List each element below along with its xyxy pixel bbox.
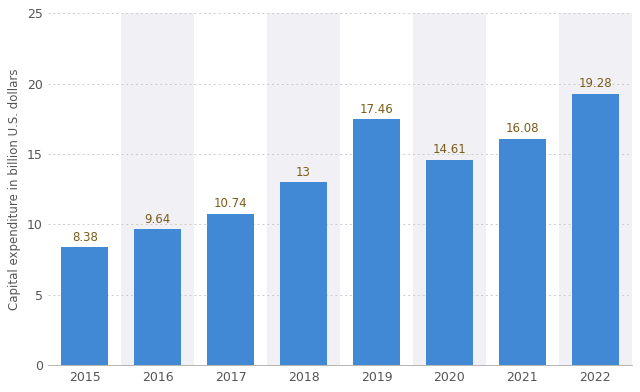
Bar bbox=[121, 13, 194, 365]
Bar bbox=[572, 94, 619, 365]
Bar bbox=[413, 13, 486, 365]
Bar bbox=[353, 120, 400, 365]
Bar bbox=[280, 182, 327, 365]
Bar bbox=[61, 247, 108, 365]
Text: 10.74: 10.74 bbox=[214, 198, 248, 211]
Bar bbox=[207, 214, 254, 365]
Text: 8.38: 8.38 bbox=[72, 230, 98, 244]
Bar bbox=[559, 13, 632, 365]
Bar bbox=[426, 160, 473, 365]
Text: 14.61: 14.61 bbox=[433, 143, 467, 156]
Bar bbox=[48, 13, 121, 365]
Bar bbox=[267, 13, 340, 365]
Text: 13: 13 bbox=[296, 166, 311, 179]
Bar bbox=[499, 139, 546, 365]
Y-axis label: Capital expenditure in billion U.S. dollars: Capital expenditure in billion U.S. doll… bbox=[8, 69, 21, 310]
Text: 9.64: 9.64 bbox=[145, 213, 171, 226]
Bar bbox=[340, 13, 413, 365]
Text: 17.46: 17.46 bbox=[360, 103, 394, 116]
Bar bbox=[194, 13, 267, 365]
Bar bbox=[134, 229, 181, 365]
Bar bbox=[486, 13, 559, 365]
Text: 19.28: 19.28 bbox=[579, 77, 612, 90]
Text: 16.08: 16.08 bbox=[506, 122, 539, 135]
